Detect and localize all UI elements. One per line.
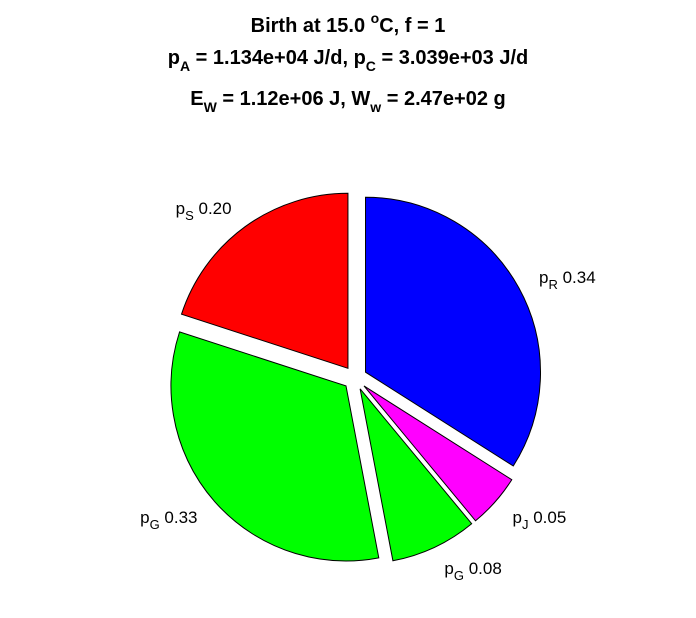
pie-slice-g-2 <box>359 388 473 562</box>
pie-slice-g-3 <box>170 331 380 562</box>
pie-slices <box>170 192 542 562</box>
slice-label-g-2: pG 0.08 <box>444 559 501 583</box>
title-line-3: EW = 1.12e+06 J, Ww = 2.47e+02 g <box>190 88 505 115</box>
title-line-2: pA = 1.134e+04 J/d, pC = 3.039e+03 J/d <box>168 47 529 74</box>
pie-slice-s-4 <box>180 192 349 369</box>
pie-slice-r-0 <box>365 196 542 467</box>
slice-label-j-1: pJ 0.05 <box>513 508 567 532</box>
title-line-1: Birth at 15.0 oC, f = 1 <box>251 10 446 37</box>
slice-label-g-3: pG 0.33 <box>140 508 197 532</box>
pie-labels: pR 0.34 pJ 0.05 pG 0.08 pG 0.33 pS 0.20 <box>140 199 596 583</box>
pie-slice-j-1 <box>363 385 513 522</box>
slice-label-r-0: pR 0.34 <box>539 268 596 292</box>
slice-label-s-4: pS 0.20 <box>176 199 232 223</box>
chart-title: Birth at 15.0 oC, f = 1 pA = 1.134e+04 J… <box>168 10 529 115</box>
